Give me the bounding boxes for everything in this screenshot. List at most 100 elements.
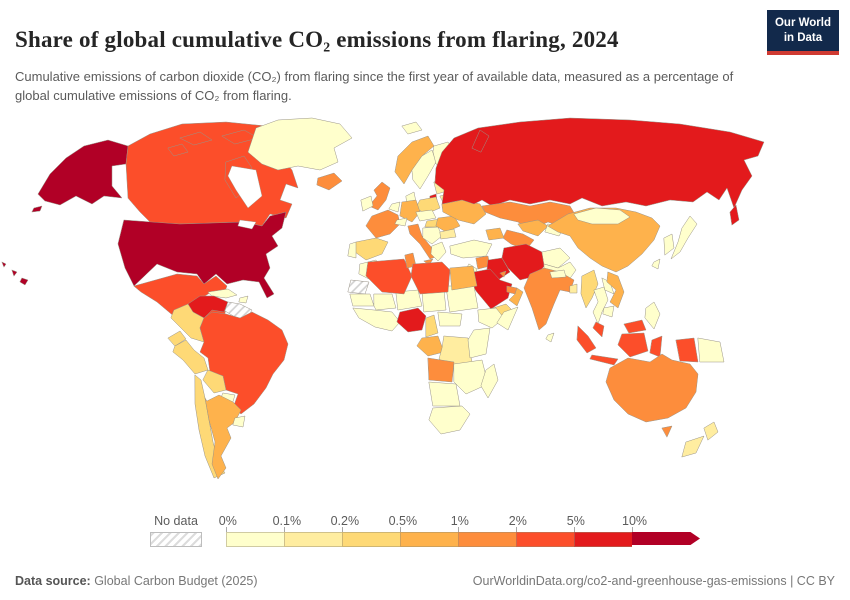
country-greenland[interactable] [247, 117, 353, 171]
country-nigeria[interactable] [396, 307, 427, 333]
country-gabon-congo[interactable] [416, 335, 445, 357]
country-argentina[interactable] [204, 394, 242, 480]
country-madagascar[interactable] [480, 363, 499, 399]
country-canada-arctic[interactable] [167, 143, 189, 157]
country-malaysia-peninsula[interactable] [592, 321, 605, 338]
country-cuba[interactable] [207, 288, 238, 299]
country-greece[interactable] [430, 241, 447, 262]
country-united-states-hawaii[interactable] [19, 277, 29, 286]
country-indonesia-papua[interactable] [675, 337, 699, 363]
country-united-kingdom[interactable] [368, 181, 391, 211]
country-papua-new-guinea[interactable] [697, 337, 725, 363]
country-myanmar[interactable] [580, 269, 599, 309]
country-sweden[interactable] [411, 149, 437, 190]
country-zambia-zimbabwe-mozambique[interactable] [453, 359, 489, 395]
country-indonesia-java[interactable] [589, 354, 619, 366]
country-malaysia-borneo[interactable] [623, 319, 647, 334]
country-india[interactable] [523, 267, 575, 331]
country-austria-czechia[interactable] [415, 209, 437, 222]
country-bangladesh[interactable] [569, 283, 578, 294]
country-japan[interactable] [670, 215, 698, 260]
country-spain[interactable] [354, 237, 389, 261]
country-namibia-botswana[interactable] [428, 381, 461, 407]
legend-bin[interactable]: 0.1% [273, 514, 342, 547]
country-russia-novaya-zemlya[interactable] [471, 129, 490, 153]
country-uzbekistan[interactable] [517, 219, 549, 237]
world-choropleth-map [1, 117, 765, 480]
country-algeria[interactable] [365, 258, 413, 295]
country-caucasus[interactable] [485, 227, 505, 241]
country-nepal[interactable] [549, 269, 567, 279]
country-egypt[interactable] [449, 265, 478, 291]
country-svalbard[interactable] [401, 121, 423, 135]
country-somalia[interactable] [496, 306, 519, 331]
country-cameroon[interactable] [425, 314, 439, 338]
country-angola[interactable] [427, 357, 455, 383]
country-central-african-republic[interactable] [437, 311, 463, 327]
country-netherlands-belgium[interactable] [388, 201, 401, 213]
country-afghanistan[interactable] [541, 247, 571, 269]
country-mongolia[interactable] [573, 207, 631, 225]
country-germany[interactable] [399, 199, 421, 223]
country-bolivia[interactable] [202, 369, 227, 394]
country-indonesia-sulawesi[interactable] [649, 335, 663, 358]
country-new-zealand-south[interactable] [681, 435, 705, 458]
country-south-africa[interactable] [428, 405, 471, 435]
country-new-zealand-north[interactable] [703, 421, 719, 441]
country-ecuador[interactable] [167, 330, 187, 347]
country-united-states-hawaii[interactable] [1, 261, 7, 268]
country-turkey[interactable] [449, 239, 493, 259]
country-libya[interactable] [410, 261, 451, 295]
country-thailand[interactable] [592, 286, 609, 325]
country-iceland[interactable] [316, 172, 343, 191]
country-cambodia[interactable] [602, 305, 615, 318]
country-western-sahara[interactable] [347, 279, 370, 295]
legend-swatch [458, 532, 516, 547]
country-niger[interactable] [395, 289, 423, 311]
country-russia-sakhalin[interactable] [729, 204, 740, 226]
country-ireland[interactable] [360, 195, 374, 212]
legend-bin[interactable]: 10% [622, 514, 700, 547]
country-kenya-tanzania[interactable] [467, 327, 491, 359]
country-switzerland[interactable] [394, 217, 408, 227]
country-portugal[interactable] [347, 241, 357, 259]
legend-bin[interactable]: 5% [567, 514, 632, 547]
country-sudan[interactable] [445, 285, 479, 313]
legend-bin[interactable]: 0% [219, 514, 284, 547]
country-australia-tasmania[interactable] [661, 425, 673, 438]
map-legend: No data 0% 0.1% 0.2% 0.5% 1% 2% 5% 10% [150, 514, 700, 547]
country-vietnam[interactable] [606, 271, 625, 309]
country-united-states-alaska[interactable] [37, 139, 129, 206]
country-korea[interactable] [663, 233, 675, 256]
country-russia[interactable] [434, 117, 765, 209]
country-balkans[interactable] [422, 226, 443, 245]
country-indonesia-sumatra[interactable] [576, 325, 597, 354]
owid-logo[interactable]: Our World in Data [766, 10, 839, 55]
country-hispaniola[interactable] [238, 295, 249, 304]
country-united-states-hawaii[interactable] [11, 269, 18, 277]
country-kuwait[interactable] [499, 270, 507, 278]
country-west-africa[interactable] [352, 307, 401, 332]
country-uruguay[interactable] [232, 415, 246, 428]
legend-no-data[interactable]: No data [150, 514, 202, 547]
country-australia[interactable] [605, 353, 699, 423]
country-france[interactable] [365, 209, 401, 239]
legend-bin[interactable]: 2% [509, 514, 574, 547]
country-mali[interactable] [373, 293, 397, 311]
legend-bin[interactable]: 1% [451, 514, 516, 547]
country-china[interactable] [547, 207, 661, 273]
country-canada-arctic[interactable] [179, 131, 213, 146]
country-brazil[interactable] [199, 311, 289, 415]
footer-link[interactable]: OurWorldinData.org/co2-and-greenhouse-ga… [472, 574, 835, 588]
country-united-states[interactable] [117, 211, 287, 299]
country-united-states-aleutians[interactable] [31, 205, 43, 213]
country-philippines[interactable] [644, 301, 661, 330]
country-bulgaria[interactable] [439, 228, 457, 240]
country-mauritania[interactable] [349, 293, 375, 307]
legend-bin[interactable]: 0.2% [331, 514, 400, 547]
legend-bin[interactable]: 0.5% [389, 514, 458, 547]
country-taiwan[interactable] [651, 258, 661, 270]
country-oman[interactable] [508, 287, 524, 307]
country-indonesia-kalimantan[interactable] [617, 332, 649, 358]
country-sri-lanka[interactable] [545, 332, 555, 343]
